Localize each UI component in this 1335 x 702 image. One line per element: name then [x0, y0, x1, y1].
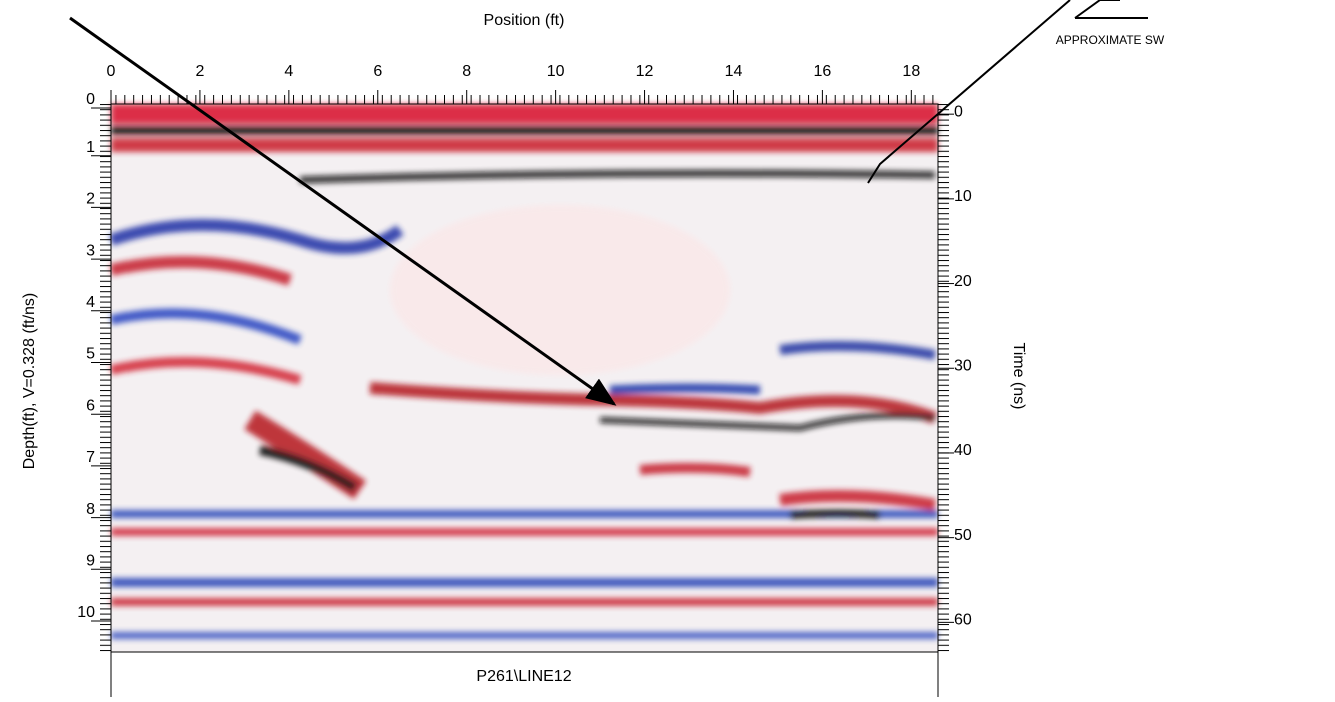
- callout-shape: [867, 0, 1148, 184]
- arrow: [69, 16, 617, 406]
- y-tick-label: 4: [86, 294, 95, 311]
- y-tick-label: 0: [86, 91, 95, 108]
- caption: P261\LINE12: [476, 668, 571, 685]
- y2-tick-label: 0: [954, 103, 963, 120]
- x-tick-label: 14: [725, 63, 743, 80]
- y-tick-label: 6: [86, 397, 95, 414]
- y2-tick-label: 30: [954, 357, 972, 374]
- radargram-image: [109, 103, 939, 653]
- x-tick-label: 6: [373, 63, 382, 80]
- y-tick-label: 1: [86, 139, 95, 156]
- y2-tick-label: 50: [954, 527, 972, 544]
- y2-tick-label: 20: [954, 273, 972, 290]
- y2-axis-label: Time (ns): [1010, 343, 1027, 410]
- annotation: APPROXIMATE SW: [1056, 33, 1165, 47]
- minor-ticks: [111, 95, 938, 104]
- y-tick-label: 5: [86, 346, 95, 363]
- y-tick-label: 3: [86, 242, 95, 259]
- x-tick-label: 12: [636, 63, 654, 80]
- minor-ticks: [100, 104, 111, 652]
- x-tick-label: 0: [107, 63, 116, 80]
- y-tick-label: 9: [86, 553, 95, 570]
- minor-ticks: [938, 104, 949, 652]
- x-tick-label: 8: [462, 63, 471, 80]
- x-tick-label: 16: [813, 63, 831, 80]
- x-tick-label: 10: [547, 63, 565, 80]
- y-tick-label: 2: [86, 191, 95, 208]
- y-tick-label: 7: [86, 449, 95, 466]
- caption-box: [110, 651, 939, 702]
- x-tick-label: 4: [284, 63, 293, 80]
- x-tick-label: 18: [902, 63, 920, 80]
- x-axis-label: Position (ft): [484, 12, 565, 29]
- y-tick-label: 10: [77, 604, 95, 621]
- y2-tick-label: 60: [954, 612, 972, 629]
- y-axis-label: Depth(ft), V=0.328 (ft/ns): [21, 293, 38, 470]
- y2-tick-label: 10: [954, 188, 972, 205]
- y2-tick-label: 40: [954, 442, 972, 459]
- x-tick-label: 2: [195, 63, 204, 80]
- y-tick-label: 8: [86, 501, 95, 518]
